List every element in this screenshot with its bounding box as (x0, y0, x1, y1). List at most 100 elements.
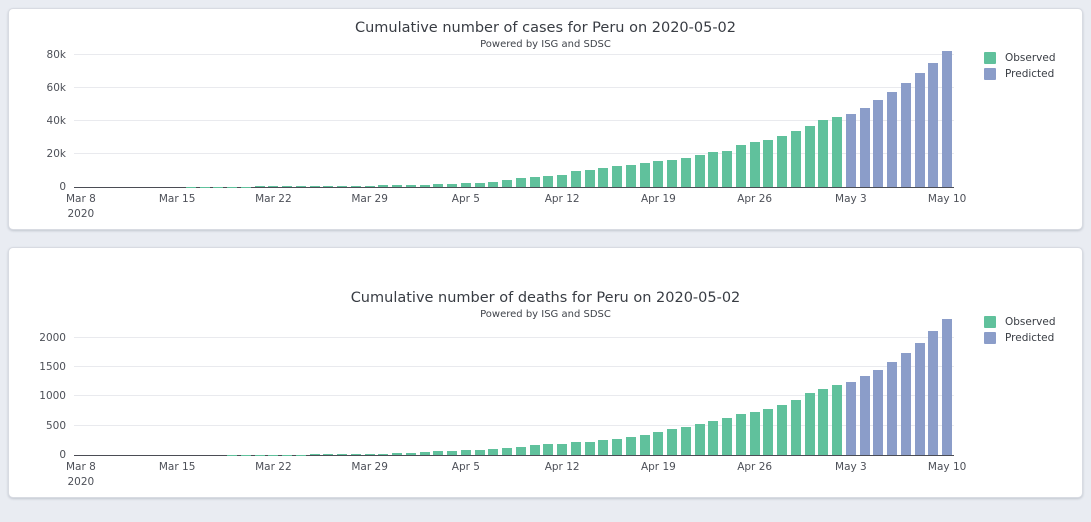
bar-predicted[interactable] (914, 73, 925, 187)
bar-observed[interactable] (598, 168, 609, 187)
bar-observed[interactable] (543, 444, 554, 455)
legend-item-observed[interactable]: Observed (984, 52, 1056, 64)
bar-observed[interactable] (488, 448, 499, 455)
bar-observed[interactable] (777, 135, 788, 187)
bar-observed[interactable] (832, 116, 843, 187)
bar-observed[interactable] (323, 454, 334, 455)
bar-observed[interactable] (680, 157, 691, 187)
bar-predicted[interactable] (928, 331, 939, 455)
bar-predicted[interactable] (845, 381, 856, 455)
bar-observed[interactable] (790, 399, 801, 455)
bar-observed[interactable] (433, 184, 444, 187)
bar-observed[interactable] (612, 438, 623, 455)
bar-observed[interactable] (832, 384, 843, 455)
bar-observed[interactable] (653, 431, 664, 455)
bar-observed[interactable] (763, 409, 774, 455)
bar-observed[interactable] (584, 170, 595, 187)
bar-predicted[interactable] (928, 62, 939, 187)
bar-predicted[interactable] (873, 100, 884, 187)
bar-observed[interactable] (722, 417, 733, 455)
bar-observed[interactable] (625, 164, 636, 187)
bar-observed[interactable] (364, 453, 375, 455)
bar-predicted[interactable] (845, 113, 856, 187)
bar-observed[interactable] (254, 186, 265, 187)
bar-observed[interactable] (529, 445, 540, 455)
bar-predicted[interactable] (859, 107, 870, 187)
bar-observed[interactable] (722, 151, 733, 187)
bar-observed[interactable] (612, 166, 623, 187)
bar-observed[interactable] (378, 185, 389, 187)
bar-observed[interactable] (777, 404, 788, 455)
bar-observed[interactable] (804, 125, 815, 187)
bar-observed[interactable] (295, 186, 306, 187)
bar-observed[interactable] (364, 185, 375, 187)
bar-observed[interactable] (749, 412, 760, 455)
bar-observed[interactable] (680, 426, 691, 455)
bar-observed[interactable] (598, 440, 609, 455)
bar-observed[interactable] (529, 177, 540, 187)
bar-observed[interactable] (570, 170, 581, 187)
bar-observed[interactable] (460, 183, 471, 187)
legend-item-observed[interactable]: Observed (984, 316, 1056, 328)
bar-observed[interactable] (515, 446, 526, 455)
bar-observed[interactable] (337, 454, 348, 455)
bar-observed[interactable] (309, 186, 320, 187)
bar-observed[interactable] (419, 184, 430, 187)
bar-observed[interactable] (667, 160, 678, 187)
bar-observed[interactable] (543, 175, 554, 187)
bar-observed[interactable] (667, 428, 678, 455)
bar-observed[interactable] (818, 120, 829, 187)
bar-observed[interactable] (818, 388, 829, 455)
bar-observed[interactable] (309, 454, 320, 455)
bar-observed[interactable] (515, 178, 526, 187)
bar-observed[interactable] (337, 185, 348, 187)
bar-observed[interactable] (405, 452, 416, 455)
bar-observed[interactable] (323, 186, 334, 187)
bar-observed[interactable] (282, 186, 293, 187)
bar-observed[interactable] (350, 454, 361, 455)
legend-item-predicted[interactable]: Predicted (984, 68, 1056, 80)
bar-observed[interactable] (708, 421, 719, 455)
bar-observed[interactable] (447, 450, 458, 455)
bar-observed[interactable] (584, 441, 595, 455)
bar-observed[interactable] (447, 184, 458, 187)
bar-predicted[interactable] (914, 342, 925, 455)
bar-observed[interactable] (653, 161, 664, 187)
bar-predicted[interactable] (873, 369, 884, 455)
bar-observed[interactable] (625, 437, 636, 455)
bar-observed[interactable] (350, 185, 361, 187)
bar-predicted[interactable] (859, 376, 870, 455)
bar-observed[interactable] (708, 152, 719, 187)
bar-observed[interactable] (790, 130, 801, 187)
bar-observed[interactable] (488, 182, 499, 187)
bar-observed[interactable] (639, 163, 650, 187)
bar-observed[interactable] (804, 393, 815, 455)
bar-observed[interactable] (378, 453, 389, 455)
bar-observed[interactable] (474, 449, 485, 455)
bar-predicted[interactable] (900, 83, 911, 187)
bar-observed[interactable] (419, 452, 430, 455)
bar-observed[interactable] (694, 423, 705, 455)
bar-observed[interactable] (749, 141, 760, 187)
bar-observed[interactable] (474, 182, 485, 187)
bar-observed[interactable] (268, 186, 279, 187)
bar-predicted[interactable] (887, 361, 898, 455)
bar-observed[interactable] (639, 434, 650, 455)
bar-observed[interactable] (557, 443, 568, 455)
bar-observed[interactable] (694, 155, 705, 187)
bar-predicted[interactable] (942, 318, 953, 455)
bar-predicted[interactable] (900, 352, 911, 455)
bar-observed[interactable] (460, 450, 471, 455)
bar-observed[interactable] (392, 185, 403, 187)
bar-observed[interactable] (570, 442, 581, 455)
bar-observed[interactable] (763, 139, 774, 187)
bar-observed[interactable] (502, 179, 513, 187)
bar-observed[interactable] (502, 447, 513, 455)
bar-observed[interactable] (405, 184, 416, 187)
bar-predicted[interactable] (942, 51, 953, 187)
bar-observed[interactable] (433, 451, 444, 455)
bar-observed[interactable] (735, 413, 746, 455)
bar-observed[interactable] (392, 453, 403, 455)
legend-item-predicted[interactable]: Predicted (984, 332, 1056, 344)
bar-observed[interactable] (557, 174, 568, 187)
